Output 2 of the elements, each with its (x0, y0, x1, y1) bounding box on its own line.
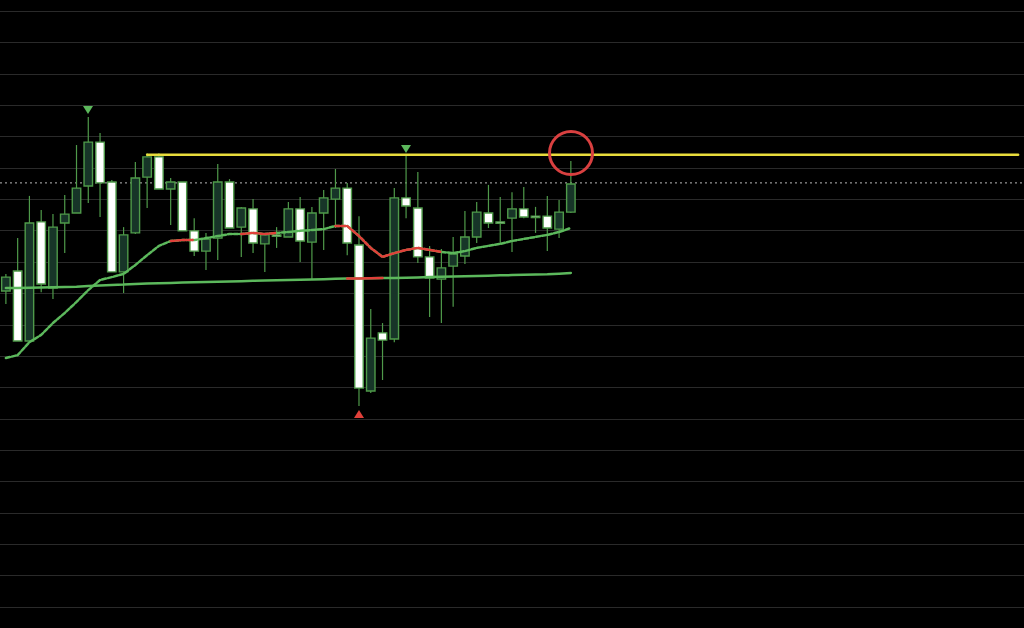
candlestick (201, 232, 211, 271)
candlestick (507, 191, 517, 253)
